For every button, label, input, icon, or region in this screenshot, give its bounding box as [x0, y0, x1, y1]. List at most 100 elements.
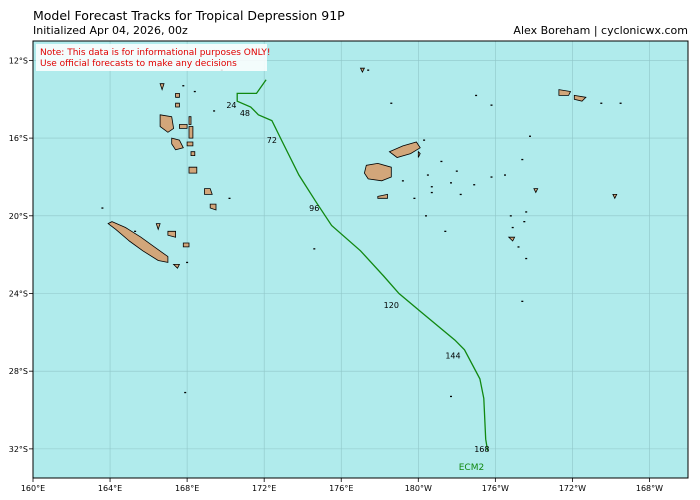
island-new-caledonia: [107, 221, 169, 263]
island-efate: [188, 166, 198, 174]
y-tick-label: 24°S: [9, 289, 28, 298]
islet: [600, 102, 603, 104]
disclaimer-background: [36, 44, 267, 71]
islet: [425, 215, 427, 217]
map-frame: [32, 40, 689, 479]
y-tick-label: 12°S: [9, 56, 28, 65]
x-tick-label: 168°E: [175, 484, 199, 493]
islet: [413, 197, 416, 199]
islet: [509, 215, 512, 217]
islet: [213, 110, 216, 112]
islet: [313, 248, 316, 250]
island-malakula: [171, 137, 184, 151]
track-line-ecm2: [236, 79, 489, 451]
islet: [490, 176, 493, 178]
forecast-hour-label: 144: [445, 352, 460, 361]
island-ambae: [178, 124, 188, 129]
credit-label: Alex Boreham | cyclonicwx.com: [513, 24, 688, 37]
island-espiritu-santo: [159, 114, 175, 133]
island-vanua-lava: [175, 93, 180, 98]
axis-ticks: 160°E 164°E 168°E 172°E 176°E 180°W 176°W 172°W…: [9, 56, 663, 493]
islet: [490, 104, 493, 106]
disclaimer-line-1: Note: This data is for informational pur…: [40, 48, 271, 58]
forecast-hour-label: 96: [309, 204, 319, 213]
islet: [525, 257, 528, 260]
disclaimer-line-2: Use official forecasts to make any decis…: [40, 59, 237, 69]
x-tick-label: 164°E: [98, 484, 122, 493]
x-tick-label: 172°E: [252, 484, 276, 493]
islet: [390, 102, 393, 104]
islet: [475, 94, 478, 97]
island-isle-of-pines: [172, 263, 181, 269]
islet: [430, 186, 433, 188]
forecast-hour-label: 48: [240, 109, 250, 118]
x-tick-label: 176°W: [482, 484, 509, 493]
island-vavau: [533, 188, 539, 194]
islet: [440, 160, 443, 163]
islet: [401, 180, 404, 182]
land-layer: [101, 65, 622, 398]
islet: [525, 211, 528, 213]
island-savaii: [558, 89, 572, 96]
island-erromango: [204, 188, 213, 195]
x-tick-label: 168°W: [636, 484, 663, 493]
islet: [455, 170, 458, 172]
islet: [450, 395, 452, 398]
islet: [459, 193, 462, 196]
islet: [523, 221, 526, 223]
island-upolu: [573, 94, 587, 102]
ocean-background: [33, 41, 688, 478]
disclaimer-box: Note: This data is for informational pur…: [36, 44, 271, 71]
x-tick-label: 176°E: [329, 484, 353, 493]
islet: [450, 182, 452, 184]
y-tick-label: 28°S: [9, 367, 28, 376]
islet: [228, 197, 231, 199]
islet: [473, 184, 476, 186]
forecast-hour-label: 120: [384, 301, 399, 310]
island-kadavu: [377, 193, 388, 199]
chart-title: Model Forecast Tracks for Tropical Depre…: [33, 8, 345, 23]
islet: [529, 135, 531, 137]
island-tanna: [209, 203, 217, 211]
islet: [134, 230, 137, 232]
island-lifou: [167, 230, 177, 238]
islet: [193, 90, 196, 93]
islet: [521, 300, 524, 302]
islet: [186, 261, 189, 264]
island-niue: [612, 193, 618, 200]
islet: [182, 85, 185, 87]
islet: [504, 174, 506, 176]
islet: [426, 174, 429, 176]
graticule: [33, 41, 688, 478]
islet: [511, 226, 514, 229]
track-layer: 24 48 72 96 120 144 168 ECM2: [226, 79, 490, 473]
islet: [367, 69, 370, 71]
islet: [101, 207, 104, 209]
model-name-label: ECM2: [459, 463, 484, 473]
island-pentecost: [188, 126, 194, 139]
island-viti-levu: [363, 162, 392, 182]
island-tongatapu: [507, 236, 516, 242]
initialized-label: Initialized Apr 04, 2026, 00z: [33, 24, 188, 37]
island-rotuma: [359, 67, 366, 73]
island-torres: [159, 83, 165, 91]
islet: [430, 191, 433, 194]
island-taveuni: [417, 150, 421, 158]
forecast-hour-label: 24: [226, 101, 236, 110]
islet: [521, 158, 524, 161]
island-gaua: [175, 102, 180, 108]
forecast-hour-label: 72: [267, 136, 277, 145]
islet: [423, 139, 426, 141]
island-epi: [190, 151, 196, 157]
islet: [184, 391, 187, 394]
x-tick-label: 180°W: [405, 484, 432, 493]
y-tick-label: 16°S: [9, 134, 28, 143]
island-ambrym: [186, 141, 194, 147]
islet: [619, 102, 622, 104]
island-mare: [182, 242, 190, 248]
islet: [444, 230, 447, 232]
forecast-hour-label: 168: [474, 445, 489, 454]
y-tick-label: 32°S: [9, 445, 28, 454]
x-tick-label: 160°E: [21, 484, 45, 493]
